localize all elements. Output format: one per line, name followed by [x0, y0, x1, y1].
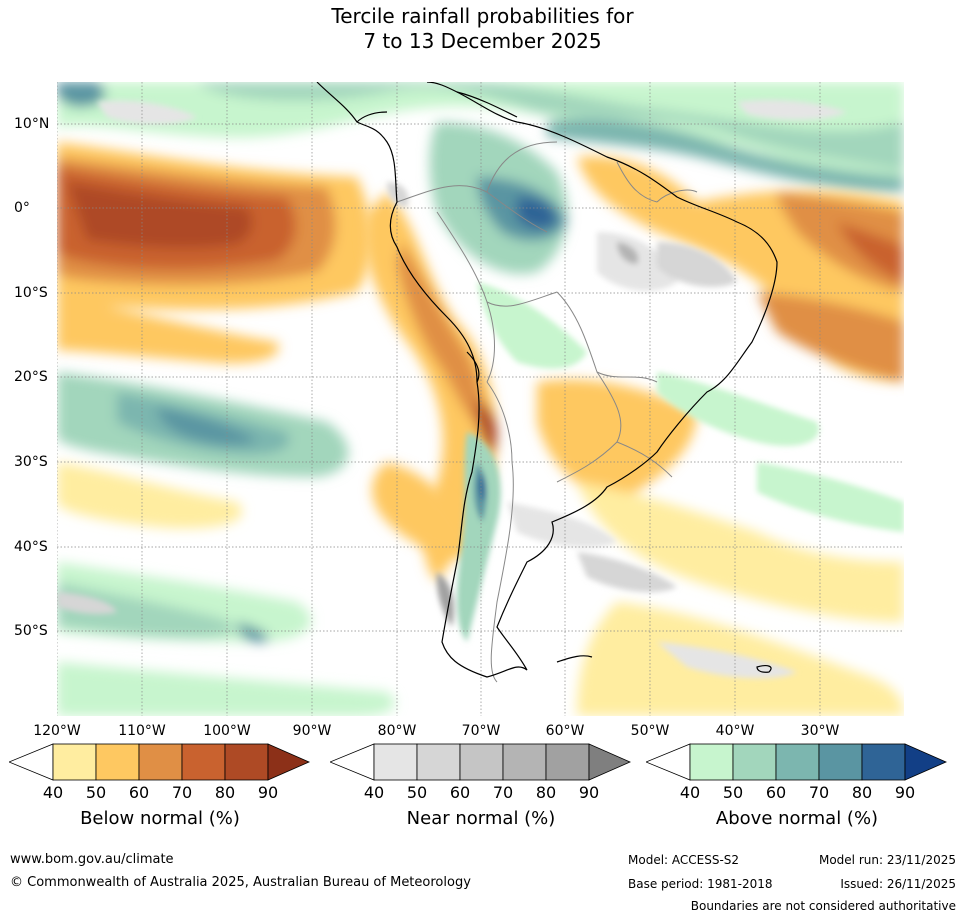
above-swatch-2 [732, 743, 777, 781]
base-period: Base period: 1981-2018 [628, 877, 773, 891]
lon-label-120w: 120°W [33, 723, 81, 739]
above-normal-label: Above normal (%) [715, 808, 879, 829]
lon-label-70w: 70°W [461, 723, 501, 739]
lat-label-50s: 50°S [14, 623, 48, 639]
near-tick-70: 70 [492, 783, 514, 802]
below-normal-atlantic [577, 156, 904, 382]
below-tick-60: 60 [128, 783, 150, 802]
lat-label-10s: 10°S [14, 285, 48, 301]
near-swatch-2 [416, 743, 461, 781]
below-tick-50: 50 [85, 783, 107, 802]
below-swatch-6 [267, 743, 310, 781]
boundaries-note: Boundaries are not considered authoritat… [690, 899, 956, 913]
website-link[interactable]: www.bom.gov.au/climate [10, 852, 174, 867]
below-tick-80: 80 [214, 783, 236, 802]
near-normal-patches [57, 100, 847, 679]
rainfall-probability-map [57, 82, 904, 716]
colorbar-below-normal [9, 743, 310, 781]
title-line-2: 7 to 13 December 2025 [363, 29, 602, 53]
below-swatch-2 [95, 743, 140, 781]
lat-label-20s: 20°S [14, 369, 48, 385]
above-normal-north-band [57, 82, 904, 193]
above-tick-60: 60 [765, 783, 787, 802]
lat-label-0: 0° [14, 200, 30, 216]
above-swatch-5 [861, 743, 906, 781]
above-swatch-0 [646, 743, 691, 781]
near-swatch-6 [588, 743, 631, 781]
below-swatch-5 [224, 743, 269, 781]
above-swatch-4 [818, 743, 863, 781]
near-tick-50: 50 [406, 783, 428, 802]
lon-label-50w: 50°W [630, 723, 670, 739]
lon-label-30w: 30°W [800, 723, 840, 739]
below-normal-andes-strip [364, 192, 497, 582]
above-swatch-1 [689, 743, 734, 781]
near-swatch-4 [502, 743, 547, 781]
copyright-text: © Commonwealth of Australia 2025, Austra… [10, 875, 471, 890]
below-swatch-3 [138, 743, 183, 781]
below-tick-70: 70 [171, 783, 193, 802]
model-name: Model: ACCESS-S2 [628, 853, 740, 867]
below-swatch-0 [9, 743, 54, 781]
above-normal-south-pacific [57, 372, 396, 716]
lon-label-80w: 80°W [377, 723, 417, 739]
issued-date: Issued: 26/11/2025 [840, 877, 956, 891]
lat-label-10n: 10°N [14, 116, 50, 132]
lat-label-30s: 30°S [14, 454, 48, 470]
colorbar-near-normal [330, 743, 631, 781]
near-tick-80: 80 [535, 783, 557, 802]
above-tick-80: 80 [851, 783, 873, 802]
near-tick-90: 90 [578, 783, 600, 802]
near-swatch-5 [545, 743, 590, 781]
above-tick-40: 40 [679, 783, 701, 802]
map-title: Tercile rainfall probabilities for 7 to … [0, 4, 965, 54]
country-borders [396, 141, 698, 683]
lon-label-90w: 90°W [292, 723, 332, 739]
below-tick-90: 90 [257, 783, 279, 802]
below-normal-label: Below normal (%) [80, 808, 240, 829]
below-swatch-1 [52, 743, 97, 781]
near-swatch-1 [373, 743, 418, 781]
lat-label-40s: 40°S [14, 539, 48, 555]
near-swatch-3 [459, 743, 504, 781]
above-tick-90: 90 [894, 783, 916, 802]
lon-label-40w: 40°W [715, 723, 755, 739]
model-run-date: Model run: 23/11/2025 [818, 853, 956, 867]
graticule [57, 82, 904, 716]
below-normal-pacific-band [57, 142, 372, 364]
colorbar-above-normal [646, 743, 947, 781]
above-tick-70: 70 [808, 783, 830, 802]
above-swatch-6 [904, 743, 947, 781]
near-tick-60: 60 [449, 783, 471, 802]
lon-label-100w: 100°W [203, 723, 251, 739]
lon-label-60w: 60°W [545, 723, 585, 739]
near-tick-40: 40 [363, 783, 385, 802]
near-normal-label: Near normal (%) [406, 808, 556, 829]
coastlines [316, 82, 778, 678]
title-line-1: Tercile rainfall probabilities for [331, 4, 634, 28]
above-swatch-3 [775, 743, 820, 781]
above-tick-50: 50 [722, 783, 744, 802]
below-swatch-4 [181, 743, 226, 781]
below-tick-40: 40 [42, 783, 64, 802]
above-normal-amazon [429, 122, 568, 274]
near-swatch-0 [330, 743, 375, 781]
lon-label-110w: 110°W [118, 723, 166, 739]
